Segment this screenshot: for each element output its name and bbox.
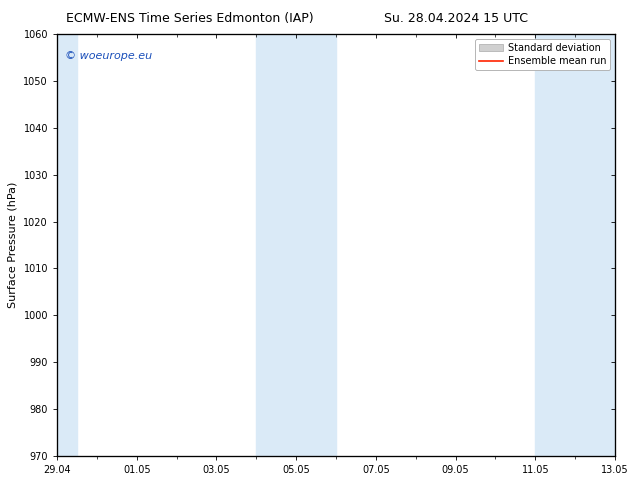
Text: Su. 28.04.2024 15 UTC: Su. 28.04.2024 15 UTC xyxy=(384,12,529,25)
Legend: Standard deviation, Ensemble mean run: Standard deviation, Ensemble mean run xyxy=(475,39,610,70)
Text: ECMW-ENS Time Series Edmonton (IAP): ECMW-ENS Time Series Edmonton (IAP) xyxy=(67,12,314,25)
Y-axis label: Surface Pressure (hPa): Surface Pressure (hPa) xyxy=(8,182,18,308)
Bar xyxy=(256,34,336,456)
Bar xyxy=(535,34,615,456)
Text: © woeurope.eu: © woeurope.eu xyxy=(65,51,153,61)
Bar xyxy=(51,34,77,456)
